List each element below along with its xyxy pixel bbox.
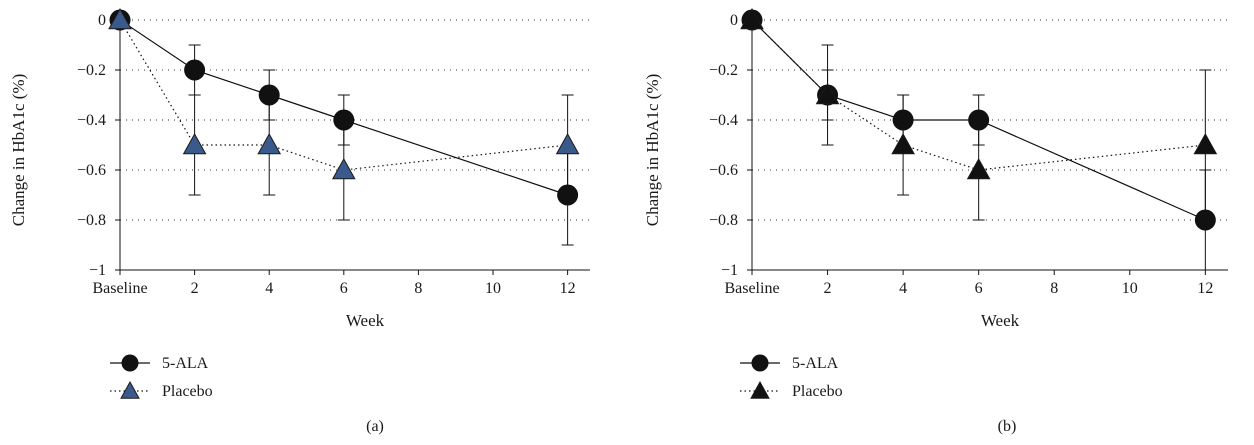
x-tick-label: 10 xyxy=(1122,280,1138,297)
y-tick-label: 0 xyxy=(98,12,106,29)
data-point-triangle xyxy=(331,157,356,180)
data-point-circle xyxy=(968,109,990,131)
x-axis-title: Week xyxy=(981,311,1020,330)
x-tick-label: 12 xyxy=(560,280,576,297)
y-tick-label: −0.6 xyxy=(709,162,738,179)
y-tick-label: −0.6 xyxy=(77,162,106,179)
legend-marker-triangle xyxy=(120,380,140,399)
x-tick-label: Baseline xyxy=(92,280,147,297)
data-point-triangle xyxy=(257,132,282,155)
legend: 5-ALA Placebo xyxy=(110,354,213,400)
data-point-circle xyxy=(184,59,206,81)
y-tick-label: −0.2 xyxy=(77,62,106,79)
series-5-ala xyxy=(119,19,574,246)
y-axis-title: Change in HbA1c (%) xyxy=(643,74,662,227)
legend-marker-triangle xyxy=(750,380,770,399)
y-tick-label: −1 xyxy=(89,262,106,279)
series-5-ala xyxy=(751,19,1212,271)
legend-marker-circle xyxy=(751,354,769,372)
series-line xyxy=(119,19,568,171)
y-tick-label: −0.2 xyxy=(709,62,738,79)
data-point-triangle xyxy=(182,132,207,155)
x-tick-label: 10 xyxy=(485,280,501,297)
legend-marker-circle xyxy=(121,354,139,372)
x-tick-label: 6 xyxy=(340,280,348,297)
panel-label: (b) xyxy=(998,418,1017,435)
data-point-triangle xyxy=(108,7,132,30)
y-tick-label: 0 xyxy=(730,12,738,29)
y-axis-title: Change in HbA1c (%) xyxy=(9,74,28,227)
panel-label: (a) xyxy=(366,418,384,435)
data-point-triangle xyxy=(815,82,840,105)
legend: 5-ALA Placebo xyxy=(740,354,843,400)
legend-label: Placebo xyxy=(792,383,843,400)
x-axis-title: Week xyxy=(346,311,385,330)
y-tick-label: −0.4 xyxy=(709,112,738,129)
x-tick-label: 4 xyxy=(265,280,273,297)
legend-label: Placebo xyxy=(162,383,213,400)
data-point-triangle xyxy=(555,132,580,155)
x-tick-label: 2 xyxy=(191,280,199,297)
x-tick-label: 6 xyxy=(975,280,983,297)
data-point-circle xyxy=(557,184,579,206)
data-point-triangle xyxy=(966,157,991,180)
legend-label: 5-ALA xyxy=(162,355,209,372)
y-tick-label: −0.8 xyxy=(77,212,106,229)
x-tick-label: 8 xyxy=(1050,280,1058,297)
markers-placebo xyxy=(740,7,1218,180)
data-point-triangle xyxy=(891,132,915,155)
data-point-triangle xyxy=(1193,132,1218,155)
x-tick-label: 2 xyxy=(824,280,832,297)
data-point-circle xyxy=(333,109,355,131)
x-tick-label: 12 xyxy=(1197,280,1213,297)
data-point-circle xyxy=(1194,209,1216,231)
x-tick-label: 8 xyxy=(414,280,422,297)
y-tick-label: −0.4 xyxy=(77,112,106,129)
markers-placebo xyxy=(108,7,580,180)
y-tick-label: −0.8 xyxy=(709,212,738,229)
y-tick-label: −1 xyxy=(721,262,738,279)
data-point-circle xyxy=(892,109,914,131)
x-tick-label: Baseline xyxy=(724,280,779,297)
x-tick-label: 4 xyxy=(899,280,907,297)
data-point-circle xyxy=(258,84,280,106)
legend-label: 5-ALA xyxy=(792,355,839,372)
data-point-triangle xyxy=(740,7,764,30)
